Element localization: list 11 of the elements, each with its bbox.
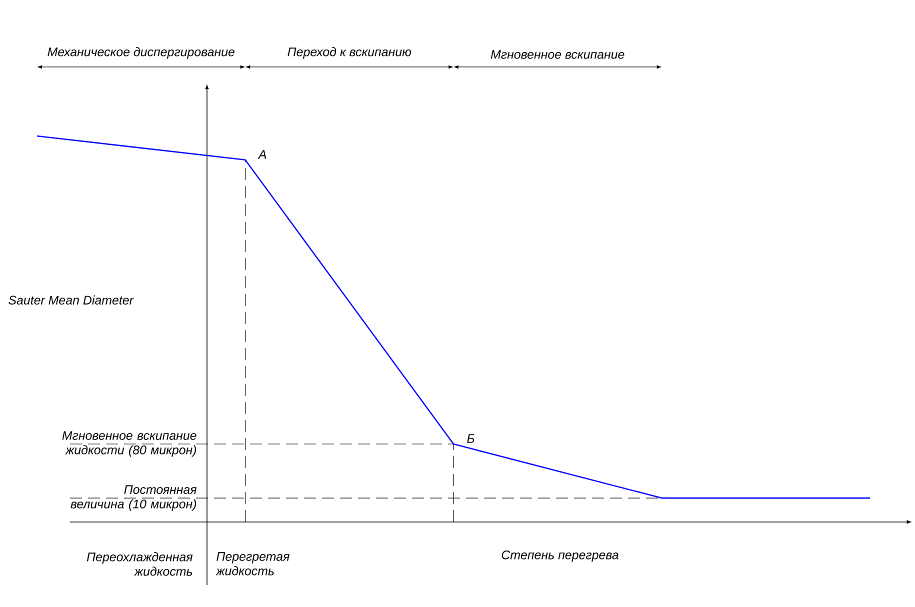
text: Переход к вскипанию xyxy=(288,47,412,59)
text: Перегретая жидкость xyxy=(216,552,290,576)
text: Переохлажденная жидкость xyxy=(86,552,193,576)
text: Механическое диспергирование xyxy=(48,47,234,59)
x-axis-title: Степень перегрева xyxy=(502,550,618,562)
annotation: А xyxy=(258,150,266,159)
text: Мгновенное вскипание xyxy=(490,50,624,59)
ref-line-label: Постоянная величина (10 микрон) xyxy=(70,485,197,511)
ref-line-label: Мгновенное вскипание жидкости (80 микрон) xyxy=(62,431,196,457)
annotation: Б xyxy=(467,434,474,443)
y-axis-title: Sauter Mean Diameter xyxy=(8,295,134,305)
